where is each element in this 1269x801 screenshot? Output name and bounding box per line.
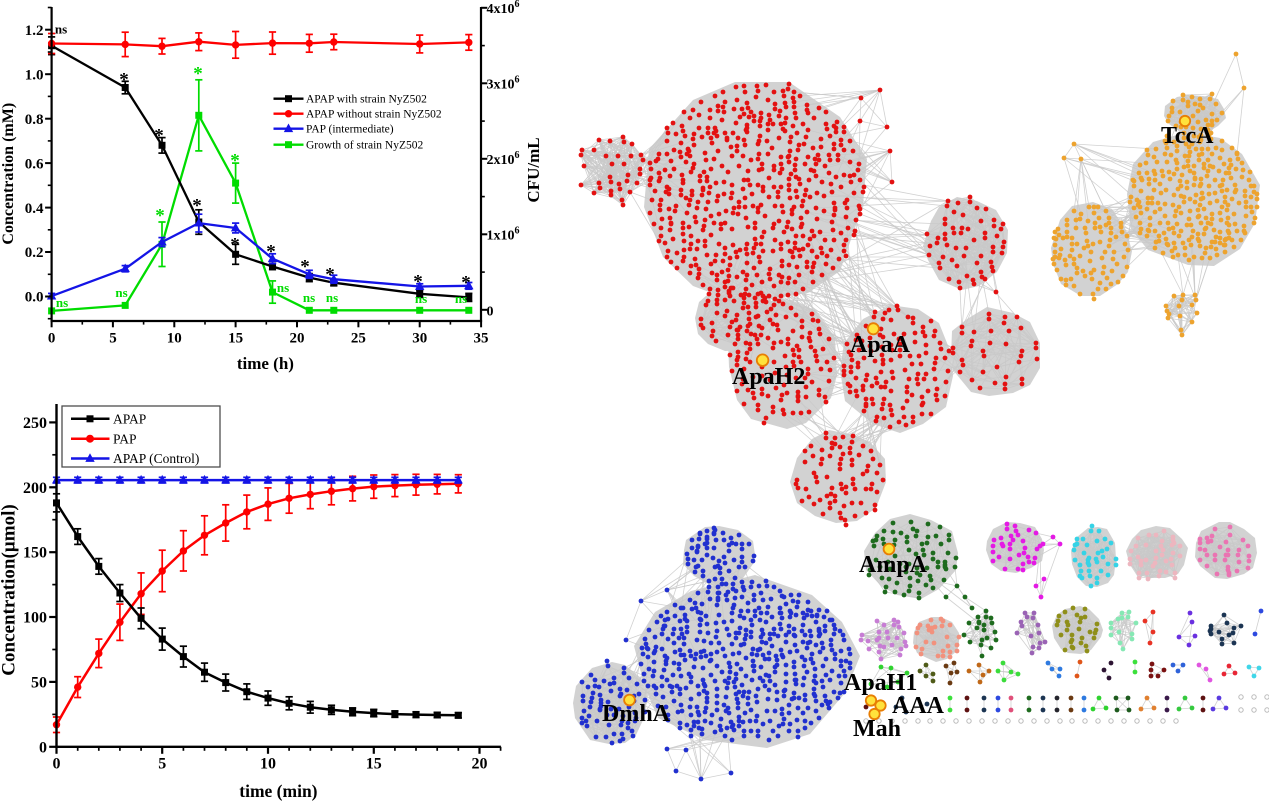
svg-text:0: 0 — [39, 739, 47, 756]
svg-text:*: * — [193, 64, 203, 85]
svg-text:5: 5 — [158, 756, 166, 773]
svg-text:20: 20 — [472, 756, 488, 773]
svg-text:0.8: 0.8 — [25, 112, 44, 128]
svg-text:CFU/mL: CFU/mL — [524, 137, 543, 202]
svg-text:*: * — [119, 70, 129, 91]
svg-text:25: 25 — [351, 331, 366, 347]
svg-text:0: 0 — [53, 756, 61, 773]
svg-text:*: * — [413, 272, 423, 293]
svg-text:*: * — [300, 257, 310, 278]
svg-text:ns: ns — [303, 290, 315, 305]
svg-text:50: 50 — [31, 674, 47, 691]
svg-text:*: * — [461, 273, 471, 294]
svg-text:time (h): time (h) — [237, 354, 294, 373]
svg-text:0.4: 0.4 — [25, 201, 44, 217]
svg-text:AAA: AAA — [892, 693, 945, 719]
svg-text:20: 20 — [290, 331, 305, 347]
svg-text:ns: ns — [277, 280, 289, 295]
svg-text:*: * — [155, 206, 165, 227]
svg-text:TccA: TccA — [1161, 123, 1214, 149]
svg-text:ns: ns — [115, 285, 127, 300]
svg-text:ns: ns — [56, 295, 68, 310]
svg-text:4x106: 4x106 — [487, 0, 520, 17]
svg-text:ns: ns — [55, 22, 67, 37]
svg-text:0: 0 — [487, 305, 494, 320]
svg-text:Concentration (mM): Concentration (mM) — [0, 103, 17, 245]
svg-text:200: 200 — [23, 480, 47, 497]
svg-text:10: 10 — [167, 331, 182, 347]
svg-text:0: 0 — [48, 331, 56, 347]
svg-text:*: * — [154, 126, 164, 147]
svg-text:APAP without strain NyZ502: APAP without strain NyZ502 — [306, 109, 442, 121]
svg-text:0.6: 0.6 — [25, 156, 44, 172]
svg-text:PAP: PAP — [113, 431, 137, 446]
svg-text:ns: ns — [455, 291, 467, 306]
svg-text:*: * — [266, 242, 276, 263]
svg-text:Growth of strain NyZ502: Growth of strain NyZ502 — [306, 140, 423, 152]
svg-text:*: * — [325, 265, 335, 286]
svg-text:150: 150 — [23, 545, 47, 562]
svg-text:250: 250 — [23, 415, 47, 432]
svg-text:10: 10 — [260, 756, 276, 773]
svg-text:*: * — [230, 151, 240, 172]
svg-text:*: * — [192, 196, 202, 217]
svg-text:5: 5 — [109, 331, 117, 347]
svg-text:1x106: 1x106 — [487, 225, 520, 243]
svg-text:ns: ns — [326, 290, 338, 305]
svg-text:Concentration(µmol): Concentration(µmol) — [0, 504, 20, 675]
svg-text:ns: ns — [415, 291, 427, 306]
svg-text:*: * — [230, 235, 240, 256]
svg-text:DmhA: DmhA — [602, 701, 671, 727]
svg-text:1.0: 1.0 — [25, 67, 44, 83]
svg-text:0.0: 0.0 — [25, 290, 44, 306]
svg-text:15: 15 — [228, 331, 243, 347]
svg-text:15: 15 — [366, 756, 382, 773]
svg-text:APAP with strain NyZ502: APAP with strain NyZ502 — [306, 94, 427, 106]
svg-text:APAP: APAP — [113, 411, 146, 426]
svg-text:3x106: 3x106 — [487, 74, 520, 92]
svg-text:AmpA: AmpA — [859, 552, 928, 578]
svg-text:2x106: 2x106 — [487, 150, 520, 168]
svg-text:ApaH2: ApaH2 — [732, 364, 805, 390]
svg-text:time (min): time (min) — [239, 781, 317, 801]
svg-text:35: 35 — [474, 331, 489, 347]
svg-text:PAP (intermediate): PAP (intermediate) — [306, 124, 394, 136]
svg-text:Mah: Mah — [853, 716, 901, 742]
svg-text:ApaA: ApaA — [850, 332, 911, 358]
svg-text:ApaH1: ApaH1 — [844, 670, 917, 696]
svg-text:APAP (Control): APAP (Control) — [113, 451, 199, 466]
svg-text:100: 100 — [23, 610, 47, 627]
svg-text:1.2: 1.2 — [25, 23, 44, 39]
svg-text:30: 30 — [412, 331, 427, 347]
svg-text:0.2: 0.2 — [25, 245, 44, 261]
